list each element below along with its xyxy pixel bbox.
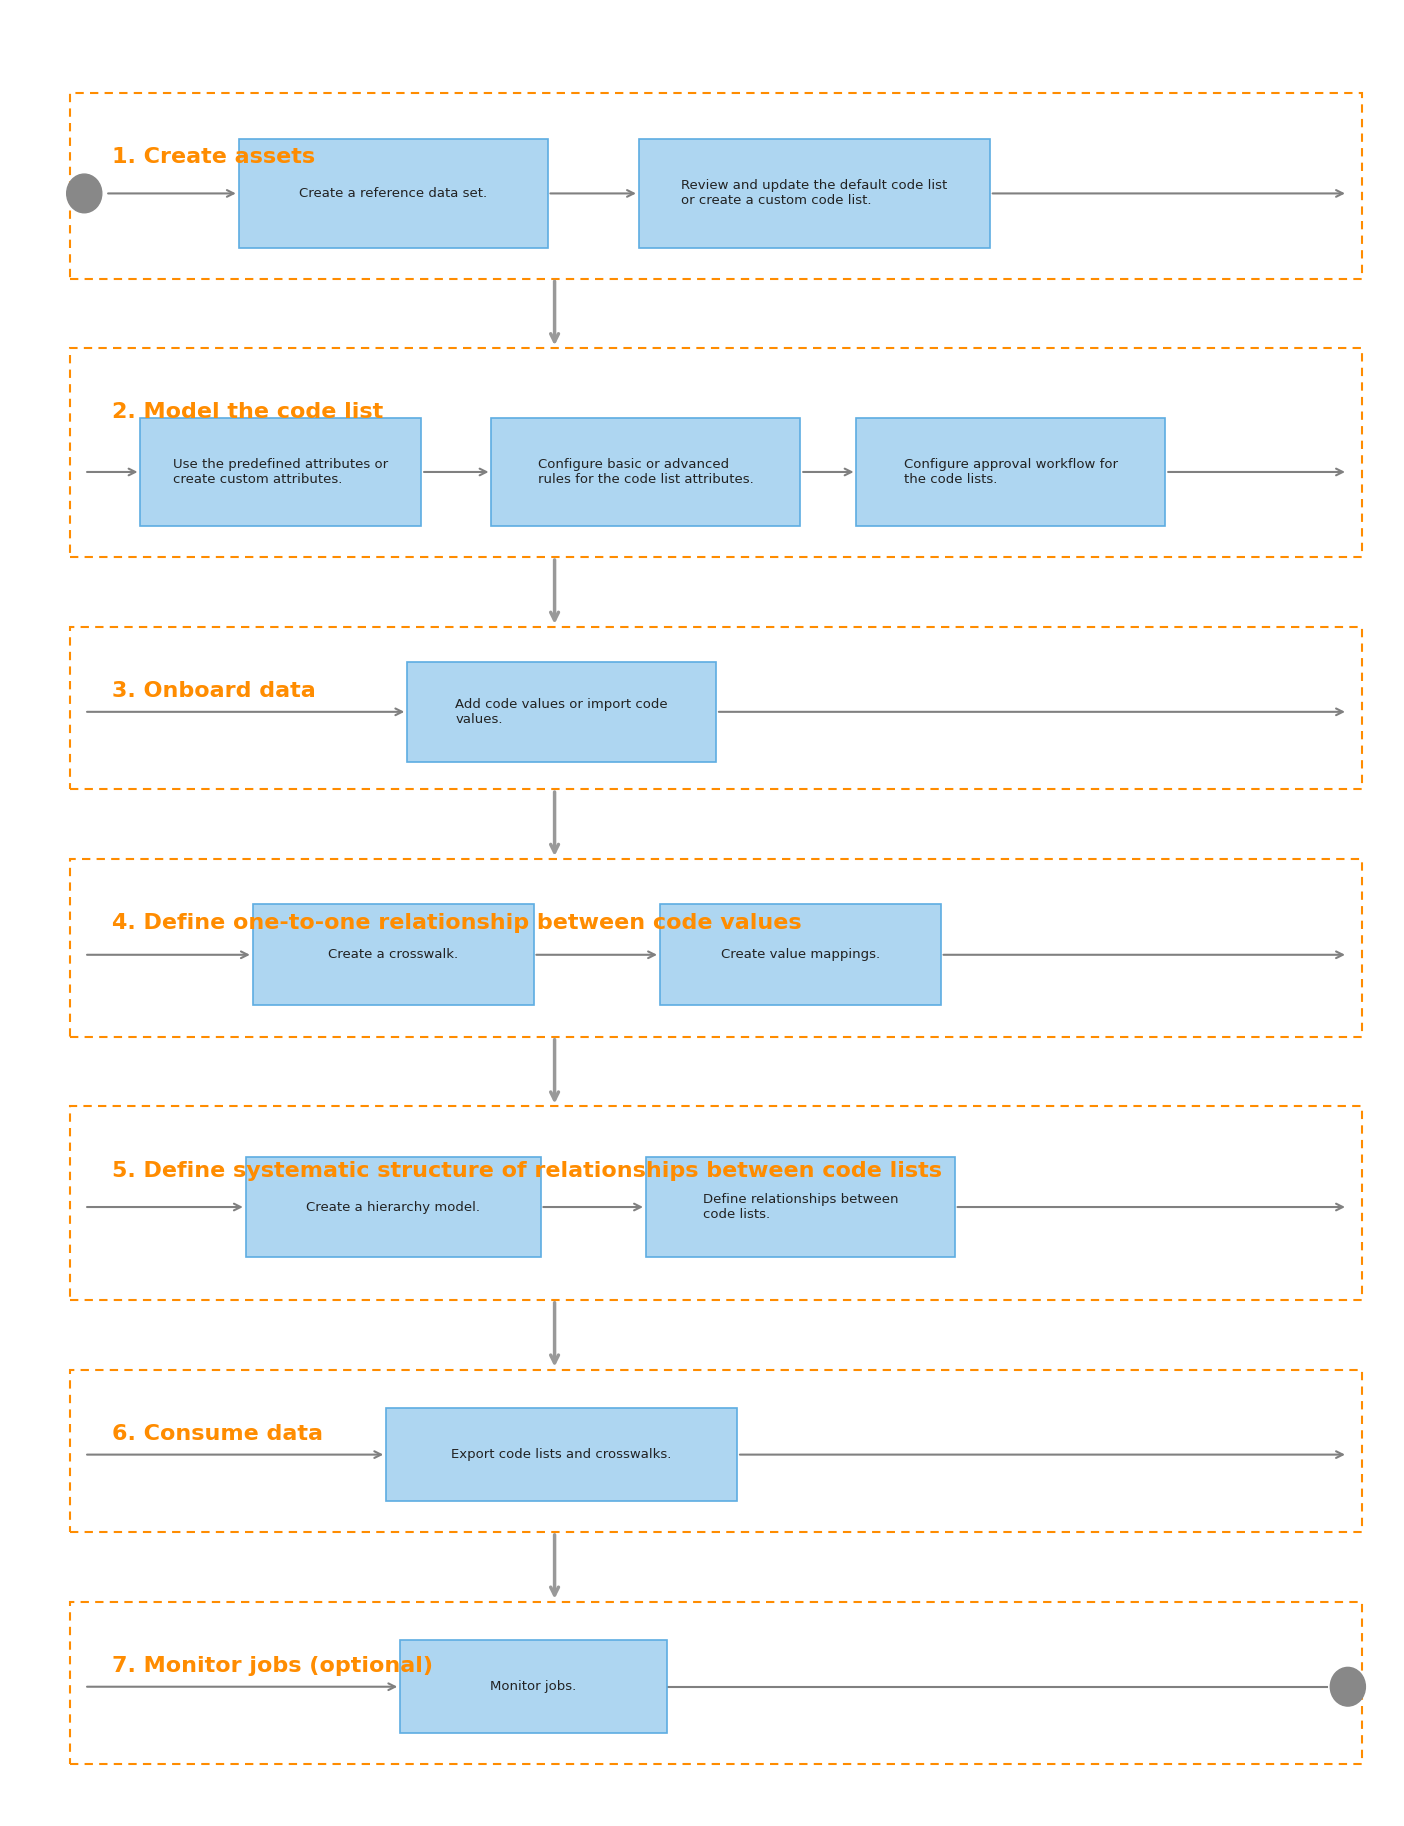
Text: 6. Consume data: 6. Consume data	[112, 1424, 323, 1444]
Text: 5. Define systematic structure of relationships between code lists: 5. Define systematic structure of relati…	[112, 1161, 942, 1181]
Text: Define relationships between
code lists.: Define relationships between code lists.	[702, 1192, 899, 1222]
Ellipse shape	[67, 173, 101, 214]
FancyBboxPatch shape	[253, 904, 534, 1004]
Text: 7. Monitor jobs (optional): 7. Monitor jobs (optional)	[112, 1656, 434, 1676]
FancyBboxPatch shape	[660, 904, 941, 1004]
FancyBboxPatch shape	[386, 1408, 737, 1501]
FancyBboxPatch shape	[400, 1640, 667, 1733]
Text: Export code lists and crosswalks.: Export code lists and crosswalks.	[452, 1448, 671, 1461]
FancyBboxPatch shape	[239, 139, 548, 248]
Text: Use the predefined attributes or
create custom attributes.: Use the predefined attributes or create …	[173, 458, 389, 486]
Text: Review and update the default code list
or create a custom code list.: Review and update the default code list …	[681, 179, 948, 208]
Text: 1. Create assets: 1. Create assets	[112, 148, 316, 166]
Text: Create a reference data set.: Create a reference data set.	[299, 186, 487, 199]
Text: 4. Define one-to-one relationship between code values: 4. Define one-to-one relationship betwee…	[112, 913, 802, 933]
FancyBboxPatch shape	[856, 418, 1165, 526]
Text: Create value mappings.: Create value mappings.	[720, 948, 880, 960]
Text: 2. Model the code list: 2. Model the code list	[112, 402, 383, 422]
FancyBboxPatch shape	[407, 661, 716, 761]
FancyBboxPatch shape	[639, 139, 990, 248]
FancyBboxPatch shape	[140, 418, 421, 526]
FancyBboxPatch shape	[246, 1156, 541, 1258]
FancyBboxPatch shape	[491, 418, 800, 526]
Text: Add code values or import code
values.: Add code values or import code values.	[455, 698, 668, 725]
Text: Monitor jobs.: Monitor jobs.	[490, 1680, 577, 1693]
Ellipse shape	[1330, 1667, 1365, 1705]
FancyBboxPatch shape	[646, 1156, 955, 1258]
Text: Configure basic or advanced
rules for the code list attributes.: Configure basic or advanced rules for th…	[538, 458, 754, 486]
Text: Configure approval workflow for
the code lists.: Configure approval workflow for the code…	[904, 458, 1118, 486]
Text: Create a crosswalk.: Create a crosswalk.	[329, 948, 458, 960]
Text: Create a hierarchy model.: Create a hierarchy model.	[306, 1200, 480, 1214]
Text: 3. Onboard data: 3. Onboard data	[112, 681, 316, 701]
